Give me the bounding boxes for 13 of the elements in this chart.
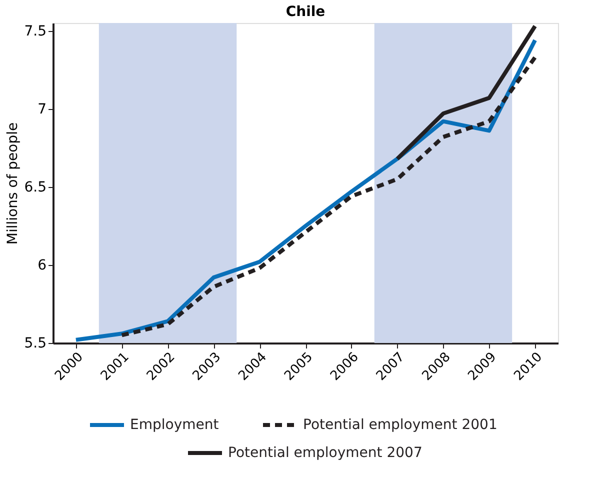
y-tick-label: 7 [38,101,46,118]
y-tick-label: 6.5 [24,179,46,196]
y-tick-label: 5.5 [24,336,46,352]
line-series [74,38,538,342]
y-tick-label: 7.5 [24,23,46,40]
legend-label: Potential employment 2007 [228,445,422,461]
line-series [120,55,538,338]
chart-title: Chile [286,4,326,20]
legend-label: Employment [130,417,220,433]
legend-label: Potential employment 2001 [303,417,498,433]
y-axis-title: Millions of people [5,122,22,245]
y-tick-label: 6 [38,257,47,274]
line-series [395,24,538,161]
